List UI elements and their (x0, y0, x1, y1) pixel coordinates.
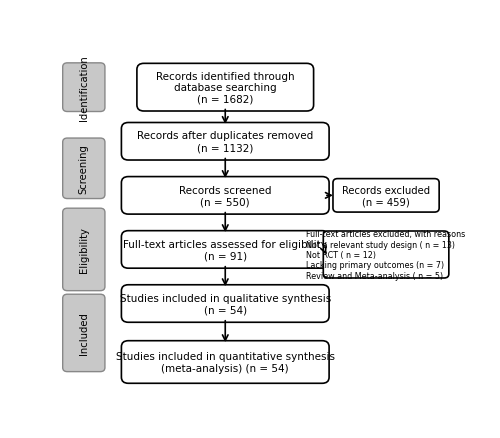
FancyBboxPatch shape (62, 139, 105, 199)
Text: Included: Included (79, 312, 89, 354)
Text: Identification: Identification (79, 55, 89, 121)
FancyBboxPatch shape (62, 209, 105, 291)
Text: Records identified through
database searching
(n = 1682): Records identified through database sear… (156, 71, 294, 105)
FancyBboxPatch shape (137, 64, 314, 112)
Text: Studies included in qualitative synthesis
(n = 54): Studies included in qualitative synthesi… (120, 293, 331, 314)
FancyBboxPatch shape (122, 123, 329, 161)
Text: Full-text articles assessed for eligibility
(n = 91): Full-text articles assessed for eligibil… (124, 239, 327, 261)
Text: Records screened
(n = 550): Records screened (n = 550) (179, 185, 272, 207)
Text: Full-text articles excluded, with reasons
Not a relevant study design ( n = 13)
: Full-text articles excluded, with reason… (306, 230, 466, 280)
FancyBboxPatch shape (62, 294, 105, 372)
FancyBboxPatch shape (122, 341, 329, 383)
Text: Screening: Screening (79, 144, 89, 194)
FancyBboxPatch shape (324, 231, 449, 279)
Text: Studies included in quantitative synthesis
(meta-analysis) (n = 54): Studies included in quantitative synthes… (116, 351, 335, 373)
Text: Records after duplicates removed
(n = 1132): Records after duplicates removed (n = 11… (137, 131, 314, 153)
Text: Eligibility: Eligibility (79, 227, 89, 273)
Text: Records excluded
(n = 459): Records excluded (n = 459) (342, 185, 430, 207)
FancyBboxPatch shape (333, 179, 439, 212)
FancyBboxPatch shape (122, 177, 329, 215)
FancyBboxPatch shape (122, 231, 329, 268)
FancyBboxPatch shape (62, 64, 105, 112)
FancyBboxPatch shape (122, 285, 329, 322)
